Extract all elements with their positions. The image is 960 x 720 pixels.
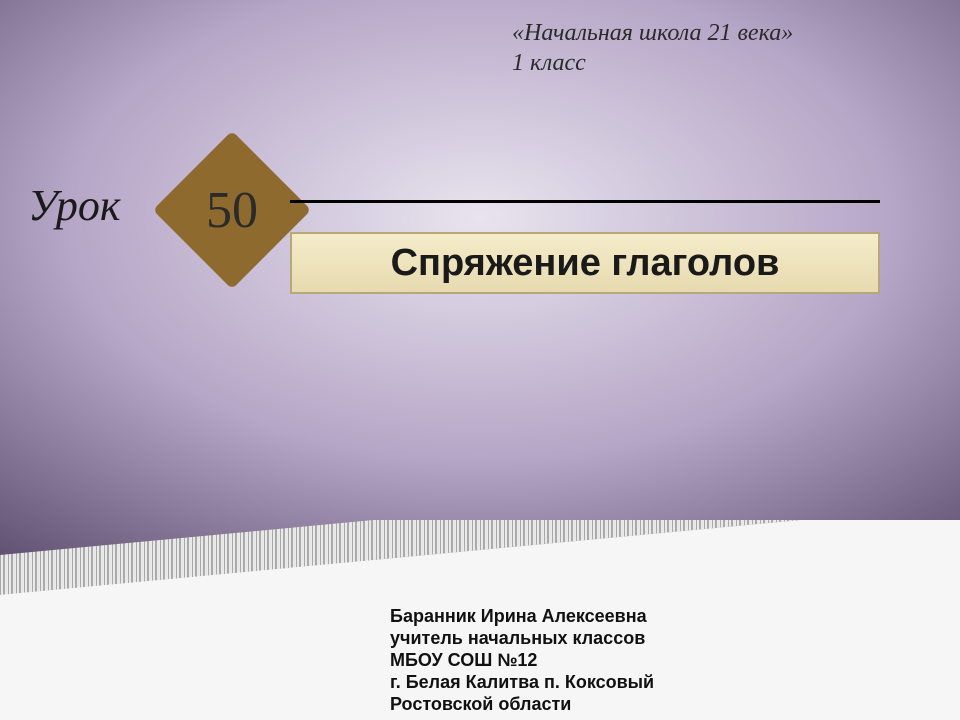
- author-block: Баранник Ирина Алексеевна учитель началь…: [390, 606, 654, 716]
- header-subtitle: «Начальная школа 21 века» 1 класс: [512, 18, 793, 78]
- author-region: Ростовской области: [390, 694, 654, 716]
- grade-label: 1 класс: [512, 48, 793, 78]
- lesson-number-badge: 50: [152, 130, 312, 290]
- author-city: г. Белая Калитва п. Коксовый: [390, 672, 654, 694]
- slide-title: Спряжение глаголов: [391, 242, 780, 285]
- author-name: Баранник Ирина Алексеевна: [390, 606, 654, 628]
- lesson-label: Урок: [28, 180, 120, 231]
- lesson-number: 50: [152, 130, 312, 290]
- author-school: МБОУ СОШ №12: [390, 650, 654, 672]
- horizontal-rule: [290, 200, 880, 203]
- program-name: «Начальная школа 21 века»: [512, 18, 793, 48]
- title-box: Спряжение глаголов: [290, 232, 880, 294]
- slide-root: «Начальная школа 21 века» 1 класс Урок 5…: [0, 0, 960, 720]
- author-role: учитель начальных классов: [390, 628, 654, 650]
